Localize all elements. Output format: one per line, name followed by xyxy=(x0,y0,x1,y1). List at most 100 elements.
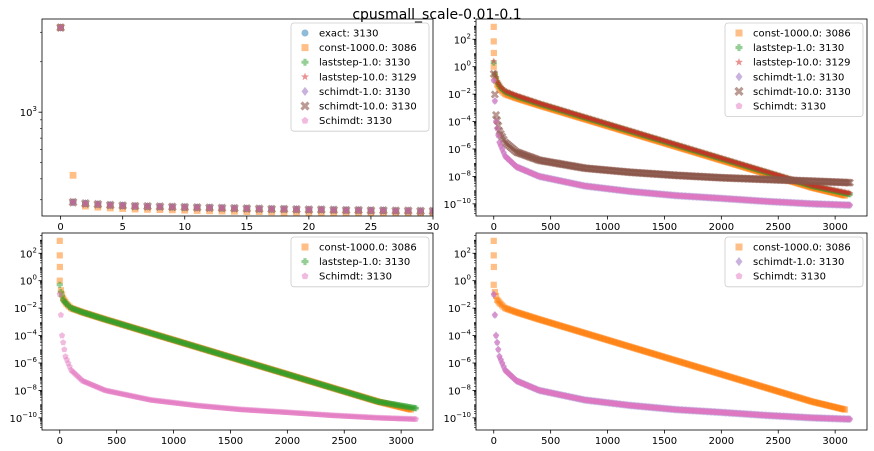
data-point xyxy=(495,132,502,139)
x-tick-label: 1500 xyxy=(218,436,243,447)
y-tick-label: 10−6 xyxy=(448,356,472,370)
y-tick-label: 100 xyxy=(454,60,471,74)
x-tick-label: 20 xyxy=(303,222,316,233)
legend-entry: Schimdt: 3130 xyxy=(735,102,826,113)
legend-marker xyxy=(735,72,743,82)
legend-label: laststep-1.0: 3130 xyxy=(753,43,844,54)
data-point xyxy=(56,291,63,298)
legend-marker xyxy=(735,257,743,267)
x-tick-label: 15 xyxy=(240,222,253,233)
tick-label-exponent: −8 xyxy=(461,169,471,177)
tick-label-base: 10 xyxy=(14,304,27,315)
legend-label: exact: 3130 xyxy=(319,29,378,40)
x-tick-label: 1500 xyxy=(652,222,677,233)
tick-label-base: 10 xyxy=(9,414,22,425)
data-point xyxy=(494,79,502,86)
legend-entry: laststep-10.0: 3129 xyxy=(301,72,417,83)
legend-entry: Schimdt: 3130 xyxy=(301,272,392,283)
x-tick-label: 500 xyxy=(541,222,560,233)
y-tick-label: 103 xyxy=(20,105,37,119)
legend-entry: laststep-1.0: 3130 xyxy=(301,58,410,69)
data-point xyxy=(56,263,63,271)
legend-box xyxy=(290,236,430,288)
data-point xyxy=(305,206,313,213)
data-point xyxy=(491,110,501,120)
data-point xyxy=(412,405,420,412)
x-tick-label: 2000 xyxy=(709,222,734,233)
legend-marker xyxy=(301,258,309,266)
data-point xyxy=(94,200,102,208)
legend-label: laststep-1.0: 3130 xyxy=(319,58,410,69)
x-tick-label: 2500 xyxy=(766,222,791,233)
legend-marker xyxy=(734,86,744,97)
legend-marker xyxy=(301,58,309,66)
tick-label-base: 10 xyxy=(454,63,467,74)
legend-entry: schimdt-10.0: 3130 xyxy=(734,86,851,98)
tick-label-exponent: −2 xyxy=(461,87,471,95)
legend-entry: schimdt-1.0: 3130 xyxy=(301,86,410,98)
legend-box xyxy=(724,236,864,288)
data-point xyxy=(342,206,350,214)
x-tick-label: 3000 xyxy=(388,436,413,447)
y-tick-label: 10−2 xyxy=(448,301,471,315)
legend: exact: 3130 const-1000.0: 3086 laststep-1.… xyxy=(290,22,430,132)
data-point xyxy=(846,189,854,197)
axes-frame xyxy=(41,232,434,431)
legend: const-1000.0: 3086 laststep-1.0: 3130 last… xyxy=(724,22,864,117)
y-tick-label: 10−6 xyxy=(14,356,38,370)
data-point xyxy=(56,281,63,288)
tick-label-exponent: 2 xyxy=(467,32,471,40)
x-tick-label: 2500 xyxy=(332,436,357,447)
data-point xyxy=(156,203,164,210)
y-tick-label: 10−2 xyxy=(14,301,37,315)
x-tick-label: 5 xyxy=(119,222,125,233)
y-tick-label: 10−8 xyxy=(448,169,471,183)
legend-marker xyxy=(735,44,743,52)
legend-entry: const-1000.0: 3086 xyxy=(735,243,851,254)
legend-entry: const-1000.0: 3086 xyxy=(735,29,851,40)
y-tick-label: 102 xyxy=(454,246,471,260)
x-axis-ticks: 0 500 1000 1500 2000 2500 3000 xyxy=(491,430,848,447)
y-tick-label: 10−8 xyxy=(14,383,37,397)
x-tick-label: 25 xyxy=(365,222,378,233)
tick-label-exponent: −6 xyxy=(27,356,38,364)
tick-label-base: 10 xyxy=(448,118,461,129)
legend-marker xyxy=(301,72,309,81)
x-tick-label: 10 xyxy=(178,222,191,233)
legend-label: schimdt-1.0: 3130 xyxy=(753,72,844,83)
data-point xyxy=(494,125,501,132)
x-axis-ticks: 0 500 1000 1500 2000 2500 3000 xyxy=(57,430,414,447)
tick-label-base: 10 xyxy=(448,332,461,343)
data-point xyxy=(497,82,505,90)
legend-marker xyxy=(301,29,309,37)
data-point xyxy=(56,237,63,244)
data-point xyxy=(490,90,499,99)
legend-marker xyxy=(735,243,743,251)
y-tick-label: 10−6 xyxy=(448,142,472,156)
legend-marker xyxy=(301,116,309,124)
data-point xyxy=(490,252,497,259)
x-tick-label: 1000 xyxy=(161,436,186,447)
legend-label: laststep-10.0: 3129 xyxy=(753,58,851,69)
legend-entry: schimdt-1.0: 3130 xyxy=(735,72,844,83)
data-point xyxy=(58,332,66,339)
series-const-1000-0 xyxy=(490,237,849,413)
plot-data xyxy=(56,23,433,216)
y-tick-label: 10−10 xyxy=(9,411,37,425)
data-point xyxy=(490,263,497,271)
data-point xyxy=(280,205,288,212)
data-point xyxy=(69,171,77,179)
tick-label-base: 10 xyxy=(443,200,456,211)
tick-label-exponent: 2 xyxy=(467,246,471,254)
data-point xyxy=(489,69,498,78)
x-axis-ticks: 0 5 10 15 20 25 30 xyxy=(57,216,439,233)
tick-label-exponent: −4 xyxy=(461,115,472,123)
x-tick-label: 2000 xyxy=(275,436,300,447)
x-tick-label: 3000 xyxy=(822,436,847,447)
data-point xyxy=(131,202,139,209)
data-point xyxy=(492,332,500,339)
legend-box xyxy=(724,22,864,117)
data-point xyxy=(119,202,127,209)
data-point xyxy=(490,237,497,244)
